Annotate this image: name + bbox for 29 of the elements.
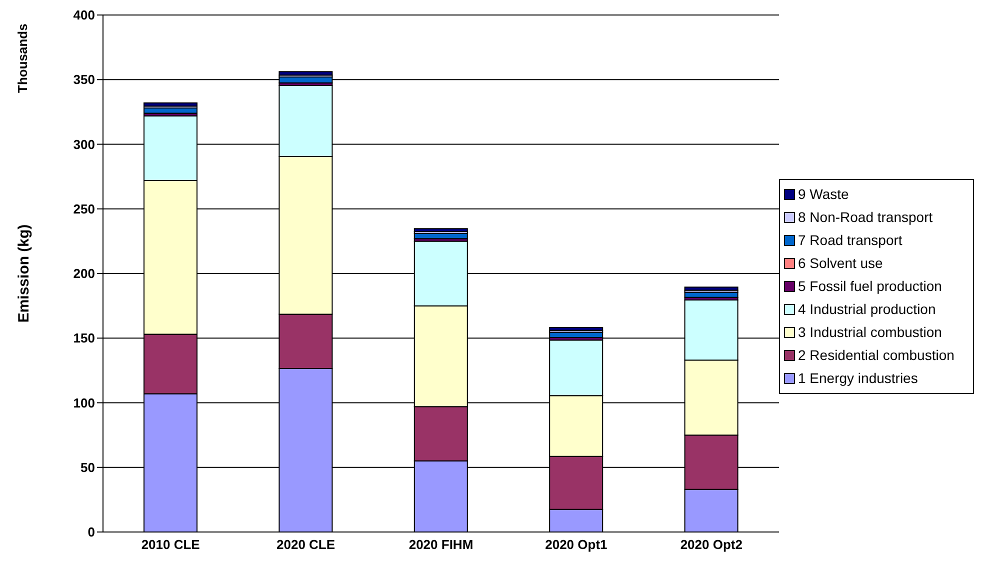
legend-label: 4 Industrial production (798, 301, 936, 317)
bar (549, 327, 604, 331)
legend-label: 2 Residential combustion (798, 347, 954, 363)
bar (278, 71, 333, 76)
legend-label: 6 Solvent use (798, 255, 883, 271)
legend-label: 8 Non-Road transport (798, 209, 933, 225)
legend-label: 9 Waste (798, 186, 849, 202)
y-tick-label: 250 (73, 201, 95, 216)
y-tick-label: 350 (73, 72, 95, 88)
legend-label: 3 Industrial combustion (798, 324, 942, 340)
y-axis-title: Emission (kg) (15, 224, 32, 323)
legend-label: 1 Energy industries (798, 370, 918, 386)
x-tick-label: 2020 Opt2 (680, 537, 742, 552)
y-tick-label: 100 (73, 395, 95, 410)
y-tick-label: 300 (73, 136, 95, 152)
text: Thousands (15, 24, 30, 93)
legend-label: 7 Road transport (798, 232, 902, 248)
y-tick-label: 200 (73, 266, 95, 282)
y-tick-label: 0 (88, 524, 95, 540)
y-tick-label: 50 (80, 460, 95, 475)
y-tick-label: 150 (73, 330, 95, 346)
bar (414, 228, 468, 232)
bar (144, 102, 198, 107)
y-tick-label: 400 (73, 8, 95, 23)
x-tick-label: 2020 Opt1 (545, 537, 608, 552)
x-tick-label: 2020 CLE (276, 537, 336, 552)
legend-label: 5 Fossil fuel production (798, 278, 942, 294)
x-tick-label: 2020 FIHM (408, 537, 474, 552)
x-tick-label: 2010 CLE (141, 537, 200, 552)
